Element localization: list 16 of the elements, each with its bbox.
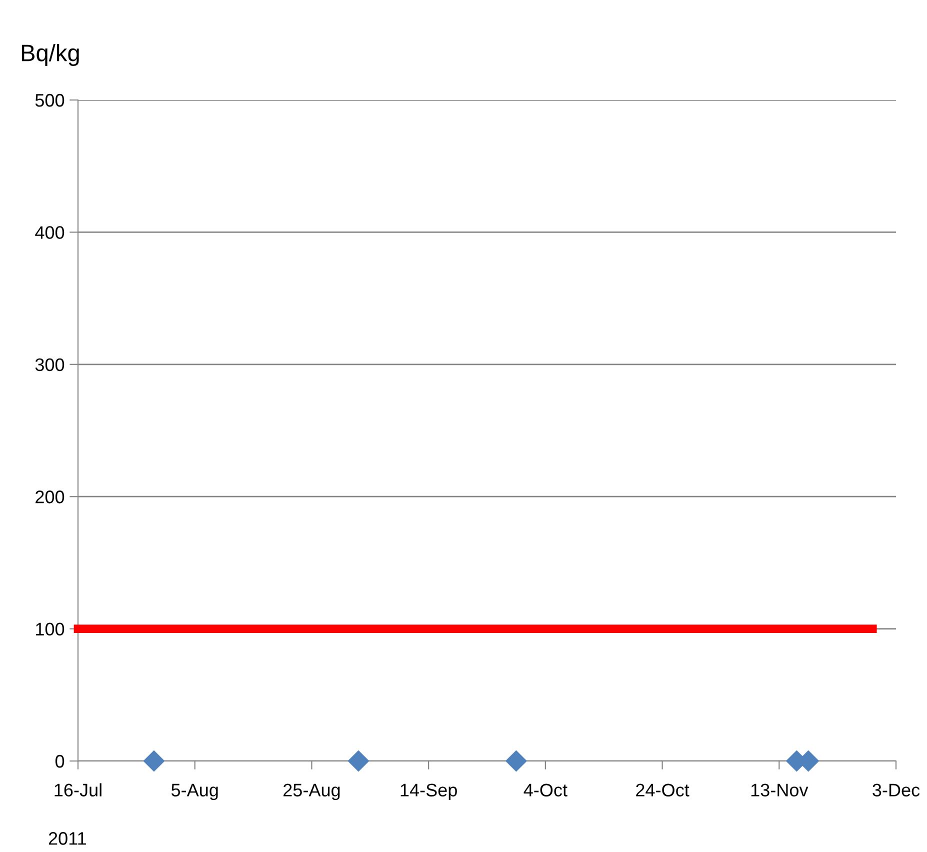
x-tick-label: 14-Sep bbox=[400, 784, 457, 800]
y-tick-label: 0 bbox=[55, 754, 64, 768]
x-tick-label: 25-Aug bbox=[284, 784, 340, 800]
y-tick-label: 500 bbox=[35, 94, 64, 107]
y-tick-label: 400 bbox=[35, 226, 64, 239]
x-tick-label: 13-Nov bbox=[751, 784, 808, 796]
x-tick-label: 16-Jul bbox=[54, 783, 102, 796]
x-tick-label: 3-Dec bbox=[872, 784, 920, 796]
y-tick-label: 300 bbox=[35, 358, 64, 372]
y-axis-title: Bq/kg bbox=[22, 44, 79, 66]
y-tick-label: 100 bbox=[36, 622, 64, 636]
x-tick-label: 4-Oct bbox=[524, 784, 568, 796]
x-axis-title: 2011 bbox=[48, 832, 86, 845]
x-tick-label: 5-Aug bbox=[171, 784, 218, 800]
x-tick-label: 24-Oct bbox=[636, 784, 690, 796]
y-tick-label: 200 bbox=[36, 490, 64, 504]
